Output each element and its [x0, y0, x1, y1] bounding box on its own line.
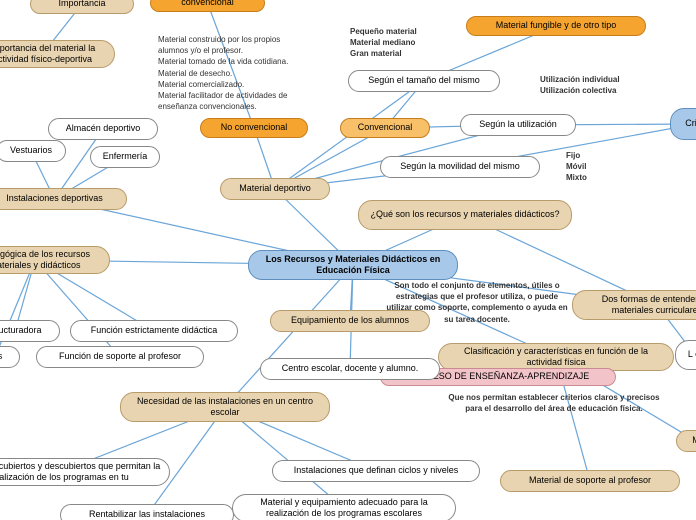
- node-almacen: Almacén deportivo: [48, 118, 158, 140]
- node-convencional_top: convencional: [150, 0, 265, 12]
- node-vestuarios: Vestuarios: [0, 140, 66, 162]
- node-centro: Centro escolar, docente y alumno.: [260, 358, 440, 380]
- concept-map-canvas: Los Recursos y Materiales Didácticos en …: [0, 0, 696, 520]
- node-tamano: Según el tamaño del mismo: [348, 70, 500, 92]
- node-inst_ciclos: Instalaciones que definan ciclos y nivel…: [272, 460, 480, 482]
- node-mat_equip: Material y equipamiento adecuado para la…: [232, 494, 456, 520]
- node-necesidad: Necesidad de las instalaciones en un cen…: [120, 392, 330, 422]
- node-enfermeria: Enfermería: [90, 146, 160, 168]
- node-espacios: Espacios cubiertos y descubiertos que pe…: [0, 458, 170, 486]
- node-pedagogica: pedagógica de los recursos materiales y …: [0, 246, 110, 274]
- node-instalaciones: Instalaciones deportivas: [0, 188, 127, 210]
- node-nes: nes: [0, 346, 20, 368]
- node-l_right: L el: [675, 340, 696, 370]
- node-fungible: Material fungible y de otro tipo: [466, 16, 646, 36]
- node-didactica: Función estrictamente didáctica: [70, 320, 238, 342]
- node-rentab: Rentabilizar las instalaciones: [60, 504, 234, 520]
- free-text-criterios: Que nos permitan establecer criterios cl…: [444, 392, 664, 414]
- free-text-tamano: Pequeño materialMaterial medianoGran mat…: [350, 26, 460, 60]
- free-text-utilizacion: Utilización individualUtilización colect…: [540, 74, 660, 96]
- node-importancia: Importancia: [30, 0, 134, 14]
- node-dos_formas: Dos formas de entender los materiales cu…: [572, 290, 696, 320]
- node-conv: Convencional: [340, 118, 430, 138]
- node-mat_dep: Material deportivo: [220, 178, 330, 200]
- node-utilizacion: Según la utilización: [460, 114, 576, 136]
- node-movilidad: Según la movilidad del mismo: [380, 156, 540, 178]
- node-import_mat: Importancia del material la actividad fí…: [0, 40, 115, 68]
- node-estruct: structuradora: [0, 320, 60, 342]
- free-text-definicion: Son todo el conjunto de elementos, útile…: [382, 280, 572, 325]
- node-center: Los Recursos y Materiales Didácticos en …: [248, 250, 458, 280]
- node-crit_right: Cri m: [670, 108, 696, 140]
- node-soporte_prof: Función de soporte al profesor: [36, 346, 204, 368]
- free-text-material-list: Material construido por los propios alum…: [158, 34, 308, 112]
- free-text-movilidad: FijoMóvilMixto: [566, 150, 616, 184]
- node-clasif: Clasificación y características en funci…: [438, 343, 674, 371]
- node-m_right: M: [676, 430, 696, 452]
- node-que_son: ¿Qué son los recursos y materiales didác…: [358, 200, 572, 230]
- node-no_conv: No convencional: [200, 118, 308, 138]
- node-mat_soporte: Material de soporte al profesor: [500, 470, 680, 492]
